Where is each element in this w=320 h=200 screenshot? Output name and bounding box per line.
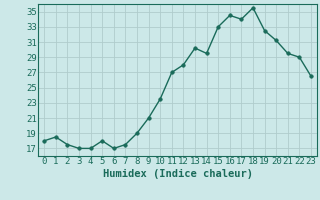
X-axis label: Humidex (Indice chaleur): Humidex (Indice chaleur) — [103, 169, 252, 179]
